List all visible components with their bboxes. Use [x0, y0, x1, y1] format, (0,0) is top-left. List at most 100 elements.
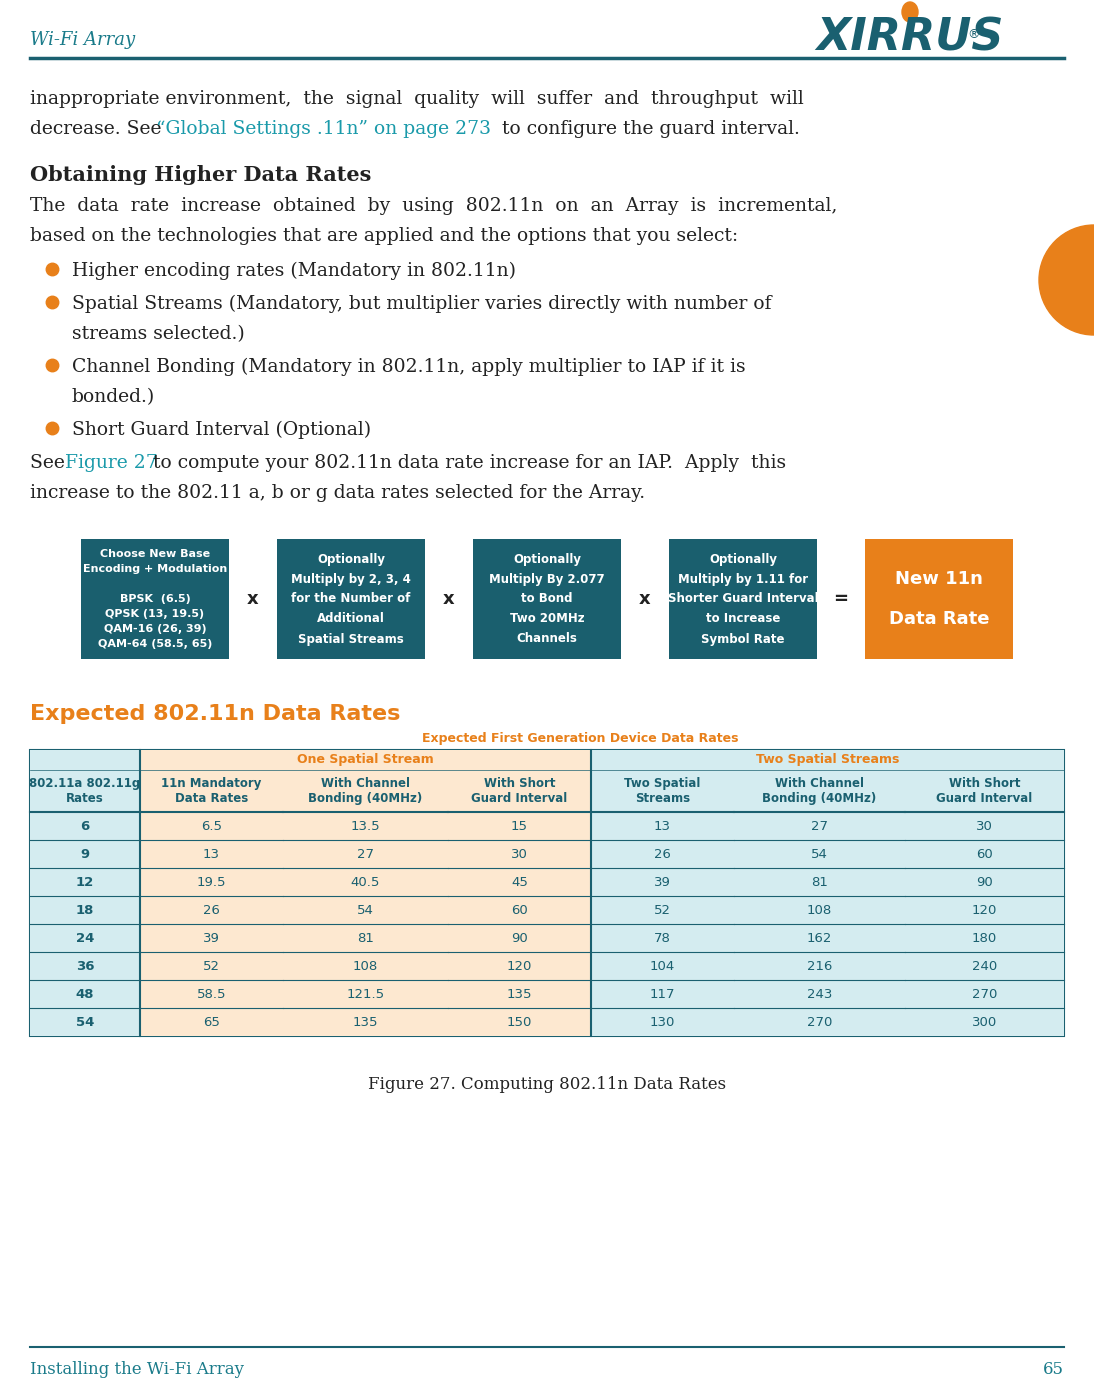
Text: 60: 60: [976, 847, 993, 861]
Text: 13.5: 13.5: [351, 820, 381, 832]
Text: Multiply by 2, 3, 4: Multiply by 2, 3, 4: [291, 573, 411, 585]
Text: 117: 117: [650, 988, 675, 1000]
Text: 26: 26: [203, 904, 220, 916]
Bar: [449, 868, 591, 896]
Bar: [591, 896, 734, 925]
Bar: [449, 840, 591, 868]
Bar: [140, 980, 283, 1007]
Text: Optionally: Optionally: [709, 552, 777, 566]
Bar: [905, 868, 1064, 896]
Text: Obtaining Higher Data Rates: Obtaining Higher Data Rates: [30, 166, 371, 185]
Text: 26: 26: [654, 847, 671, 861]
Text: “Global Settings .11n” on page 273: “Global Settings .11n” on page 273: [156, 120, 491, 138]
Bar: [905, 770, 1064, 811]
Bar: [140, 952, 283, 980]
Text: 52: 52: [203, 959, 220, 973]
Text: 30: 30: [511, 847, 528, 861]
Bar: [734, 811, 905, 840]
Bar: [734, 896, 905, 925]
Text: 108: 108: [807, 904, 833, 916]
Text: Expected First Generation Device Data Rates: Expected First Generation Device Data Ra…: [422, 731, 738, 745]
Text: Choose New Base: Choose New Base: [100, 549, 210, 559]
Text: 120: 120: [507, 959, 532, 973]
Text: 802.11a 802.11g
Rates: 802.11a 802.11g Rates: [30, 777, 141, 805]
Bar: [30, 952, 140, 980]
Text: 48: 48: [75, 988, 94, 1000]
Text: to Increase: to Increase: [706, 613, 780, 625]
Bar: [591, 770, 734, 811]
Text: 270: 270: [806, 1016, 833, 1028]
Text: Higher encoding rates (Mandatory in 802.11n): Higher encoding rates (Mandatory in 802.…: [72, 262, 516, 280]
Text: 90: 90: [511, 932, 528, 944]
Text: 45: 45: [511, 875, 528, 889]
Text: 180: 180: [971, 932, 997, 944]
Text: 18: 18: [75, 904, 94, 916]
Text: QAM-64 (58.5, 65): QAM-64 (58.5, 65): [97, 639, 212, 649]
Bar: [865, 540, 1013, 660]
Text: 13: 13: [203, 847, 220, 861]
Text: ®: ®: [967, 28, 979, 41]
Text: Installing the Wi-Fi Array: Installing the Wi-Fi Array: [30, 1361, 244, 1379]
Bar: [449, 770, 591, 811]
Bar: [283, 980, 449, 1007]
Bar: [905, 811, 1064, 840]
Text: Two 20MHz: Two 20MHz: [510, 613, 584, 625]
Text: Encoding + Modulation: Encoding + Modulation: [83, 564, 228, 574]
Text: 27: 27: [811, 820, 828, 832]
Text: 81: 81: [357, 932, 374, 944]
Text: Expected 802.11n Data Rates: Expected 802.11n Data Rates: [30, 704, 400, 725]
Bar: [140, 770, 283, 811]
Text: Spatial Streams (Mandatory, but multiplier varies directly with number of: Spatial Streams (Mandatory, but multipli…: [72, 295, 771, 313]
Text: With Channel
Bonding (40MHz): With Channel Bonding (40MHz): [763, 777, 876, 805]
Bar: [140, 896, 283, 925]
Bar: [905, 925, 1064, 952]
Text: Figure 27: Figure 27: [65, 454, 158, 472]
Text: increase to the 802.11 a, b or g data rates selected for the Array.: increase to the 802.11 a, b or g data ra…: [30, 484, 645, 502]
Text: 6: 6: [80, 820, 90, 832]
Bar: [591, 868, 734, 896]
Text: bonded.): bonded.): [72, 388, 155, 406]
Text: Optionally: Optionally: [317, 552, 385, 566]
Bar: [591, 980, 734, 1007]
Text: 65: 65: [1043, 1361, 1064, 1379]
Bar: [140, 925, 283, 952]
Text: The  data  rate  increase  obtained  by  using  802.11n  on  an  Array  is  incr: The data rate increase obtained by using…: [30, 197, 837, 215]
Text: streams selected.): streams selected.): [72, 326, 245, 344]
Bar: [140, 811, 283, 840]
Text: 216: 216: [806, 959, 833, 973]
Text: Spatial Streams: Spatial Streams: [299, 632, 404, 646]
Text: 52: 52: [654, 904, 671, 916]
Text: New 11n: New 11n: [895, 570, 982, 588]
Text: x: x: [247, 591, 259, 609]
Bar: [283, 840, 449, 868]
Text: Symbol Rate: Symbol Rate: [701, 632, 784, 646]
Text: to compute your 802.11n data rate increase for an IAP.  Apply  this: to compute your 802.11n data rate increa…: [147, 454, 787, 472]
Bar: [140, 749, 591, 770]
Bar: [30, 868, 140, 896]
Bar: [140, 1007, 283, 1036]
Text: 60: 60: [511, 904, 528, 916]
Text: 19.5: 19.5: [197, 875, 226, 889]
Text: based on the technologies that are applied and the options that you select:: based on the technologies that are appli…: [30, 226, 738, 246]
Text: 12: 12: [75, 875, 94, 889]
Bar: [30, 896, 140, 925]
Bar: [277, 540, 424, 660]
Text: BPSK  (6.5): BPSK (6.5): [119, 593, 190, 604]
Text: 24: 24: [75, 932, 94, 944]
Bar: [591, 925, 734, 952]
Bar: [591, 952, 734, 980]
Text: Multiply by 1.11 for: Multiply by 1.11 for: [678, 573, 808, 585]
Text: Wi-Fi Array: Wi-Fi Array: [30, 30, 136, 50]
Text: 6.5: 6.5: [201, 820, 222, 832]
Text: XIRRUS: XIRRUS: [816, 17, 1003, 59]
Text: inappropriate environment,  the  signal  quality  will  suffer  and  throughput : inappropriate environment, the signal qu…: [30, 90, 804, 108]
Bar: [905, 840, 1064, 868]
Bar: [591, 811, 734, 840]
Bar: [449, 811, 591, 840]
Bar: [905, 952, 1064, 980]
Text: 30: 30: [976, 820, 993, 832]
Text: With Short
Guard Interval: With Short Guard Interval: [936, 777, 1033, 805]
Text: Shorter Guard Interval: Shorter Guard Interval: [667, 592, 818, 606]
Bar: [283, 868, 449, 896]
Text: 54: 54: [357, 904, 374, 916]
